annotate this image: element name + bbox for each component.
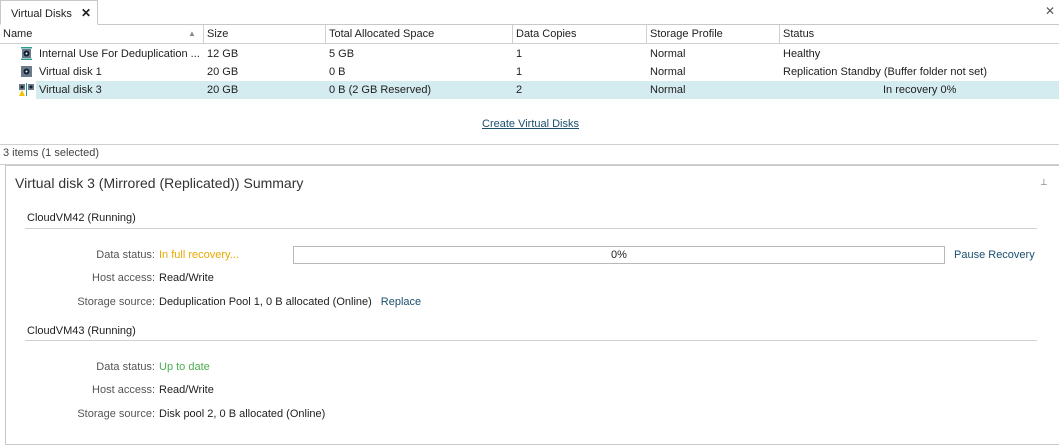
storage-source-value: Disk pool 2, 0 B allocated (Online)	[159, 408, 326, 420]
storage-source-label: Storage source:	[77, 408, 155, 420]
summary-title: Virtual disk 3 (Mirrored (Replicated)) S…	[15, 175, 304, 191]
row-status: Replication Standby (Buffer folder not s…	[783, 66, 988, 78]
row-status: Healthy	[783, 48, 821, 60]
mirrored-disk-warning-icon	[19, 83, 34, 96]
row-size: 12 GB	[207, 48, 239, 60]
host-access-value: Read/Write	[159, 272, 214, 284]
table-row[interactable]: Virtual disk 1 20 GB 0 B 1 Normal Replic…	[0, 63, 1059, 81]
row-profile: Normal	[650, 48, 686, 60]
create-virtual-disks-link[interactable]: Create Virtual Disks	[482, 118, 579, 130]
row-name: Virtual disk 1	[39, 66, 102, 78]
tab-strip: Virtual Disks ✕ ✕	[0, 0, 1059, 25]
tab-label: Virtual Disks	[11, 8, 72, 20]
sort-ascending-icon: ▲	[188, 29, 196, 38]
column-header-copies[interactable]: Data Copies	[513, 25, 647, 44]
column-header-size[interactable]: Size	[204, 25, 326, 44]
row-allocated: 0 B	[329, 66, 346, 78]
data-status-value: Up to date	[159, 361, 210, 373]
column-header-allocated[interactable]: Total Allocated Space	[326, 25, 513, 44]
column-header-status[interactable]: Status	[783, 28, 815, 40]
close-icon[interactable]: ✕	[81, 6, 92, 20]
table-row[interactable]: Internal Use For Deduplication ... 12 GB…	[0, 45, 1059, 63]
row-name: Internal Use For Deduplication ...	[39, 48, 200, 60]
server-name: CloudVM42 (Running)	[27, 212, 136, 224]
row-copies: 1	[516, 48, 523, 60]
progress-text: 0%	[611, 249, 627, 261]
item-count: 3 items (1 selected)	[3, 147, 99, 159]
data-status-value: In full recovery...	[159, 249, 239, 261]
data-status-label: Data status:	[96, 361, 155, 373]
row-allocated: 5 GB	[329, 48, 355, 60]
tab-virtual-disks[interactable]: Virtual Disks ✕	[0, 0, 98, 25]
pin-icon[interactable]: ⊥	[1040, 177, 1048, 187]
row-copies: 2	[516, 84, 523, 96]
data-status-label: Data status:	[96, 249, 155, 261]
divider	[0, 164, 1059, 165]
dedup-disk-icon	[21, 47, 32, 60]
divider	[0, 144, 1059, 145]
pause-recovery-link[interactable]: Pause Recovery	[954, 249, 1035, 261]
server-name: CloudVM43 (Running)	[27, 325, 136, 337]
row-size: 20 GB	[207, 66, 239, 78]
host-access-value: Read/Write	[159, 384, 214, 396]
row-profile: Normal	[650, 66, 686, 78]
replace-link[interactable]: Replace	[380, 296, 422, 308]
row-allocated: 0 B (2 GB Reserved)	[329, 84, 432, 96]
table-row-selected[interactable]: Virtual disk 3 20 GB 0 B (2 GB Reserved)…	[0, 81, 1059, 99]
host-access-label: Host access:	[92, 272, 155, 284]
row-status: In recovery 0%	[883, 84, 957, 96]
row-profile: Normal	[650, 84, 686, 96]
storage-source-line: Deduplication Pool 1, 0 B allocated (Onl…	[159, 296, 421, 308]
close-panel-icon[interactable]: ✕	[1044, 4, 1055, 18]
row-size: 20 GB	[207, 84, 239, 96]
table-header: Name ▲ Size Total Allocated Space Data Co…	[0, 25, 1059, 44]
divider	[25, 228, 1037, 229]
host-access-label: Host access:	[92, 384, 155, 396]
virtual-disk-icon	[21, 66, 32, 77]
storage-source-value: Deduplication Pool 1, 0 B allocated (Onl…	[159, 296, 372, 308]
row-copies: 1	[516, 66, 523, 78]
row-name: Virtual disk 3	[39, 84, 102, 96]
column-header-profile[interactable]: Storage Profile	[647, 25, 780, 44]
recovery-progress-bar: 0%	[293, 246, 945, 264]
column-header-name[interactable]: Name ▲	[0, 25, 204, 44]
divider	[25, 340, 1037, 341]
column-label: Name	[3, 28, 33, 40]
storage-source-label: Storage source:	[77, 296, 155, 308]
